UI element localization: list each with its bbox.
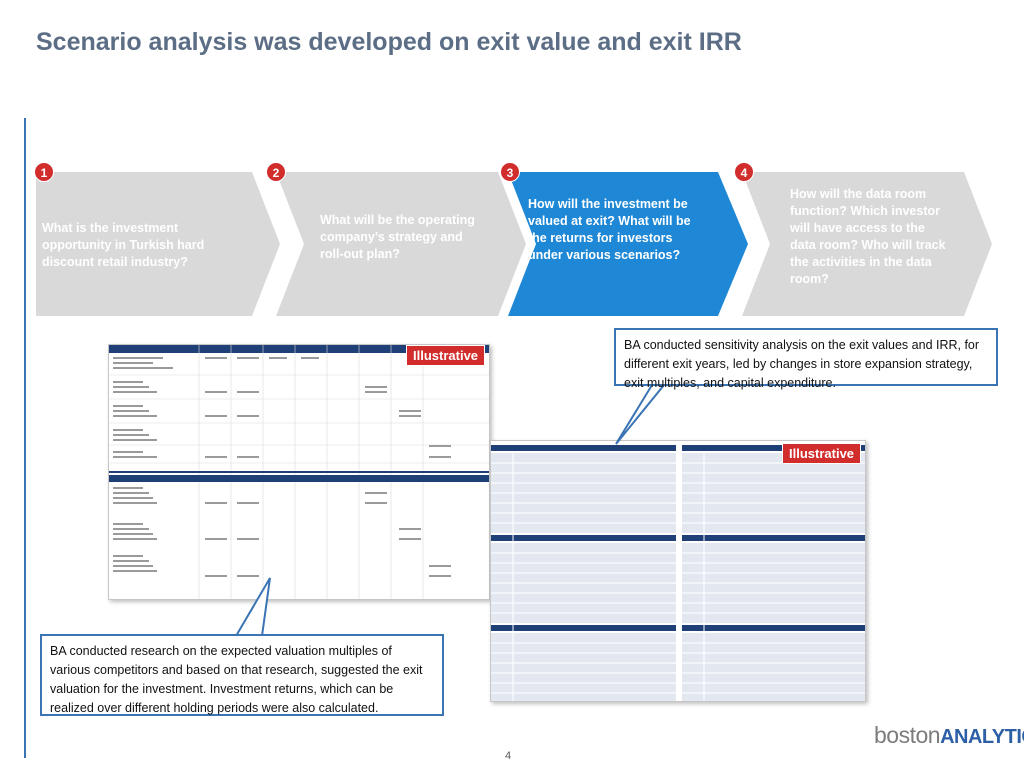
logo-text-boston: boston xyxy=(874,722,941,748)
step-3-text: How will the investment be valued at exi… xyxy=(528,197,691,262)
step-4-text: How will the data room function? Which i… xyxy=(790,187,946,286)
step-1-badge: 1 xyxy=(34,162,54,182)
logo-text-analytics: ANALYTICS xyxy=(940,726,1024,748)
spreadsheet-thumbnail-sensitivity xyxy=(490,440,866,702)
step-4-chevron: How will the data room function? Which i… xyxy=(742,172,992,316)
step-3-chevron: How will the investment be valued at exi… xyxy=(508,172,748,316)
left-accent-rule xyxy=(24,118,26,758)
step-2-chevron: What will be the operating company’s str… xyxy=(276,172,526,316)
step-1-chevron: What is the investment opportunity in Tu… xyxy=(36,172,280,316)
step-2-text: What will be the operating company’s str… xyxy=(320,213,475,261)
boston-analytics-logo: bostonANALYTICS xyxy=(874,722,1024,749)
page-title: Scenario analysis was developed on exit … xyxy=(36,28,742,56)
illustrative-tag-1: Illustrative xyxy=(406,345,486,366)
illustrative-tag-2: Illustrative xyxy=(782,443,862,464)
valuation-callout: BA conducted research on the expected va… xyxy=(40,634,444,716)
step-4-badge: 4 xyxy=(734,162,754,182)
sensitivity-callout: BA conducted sensitivity analysis on the… xyxy=(614,328,998,390)
spreadsheet-thumbnail-cashflow xyxy=(108,344,490,600)
step-2-badge: 2 xyxy=(266,162,286,182)
step-3-badge: 3 xyxy=(500,162,520,182)
step-1-text: What is the investment opportunity in Tu… xyxy=(42,221,205,269)
page-number: 4 xyxy=(505,750,512,762)
